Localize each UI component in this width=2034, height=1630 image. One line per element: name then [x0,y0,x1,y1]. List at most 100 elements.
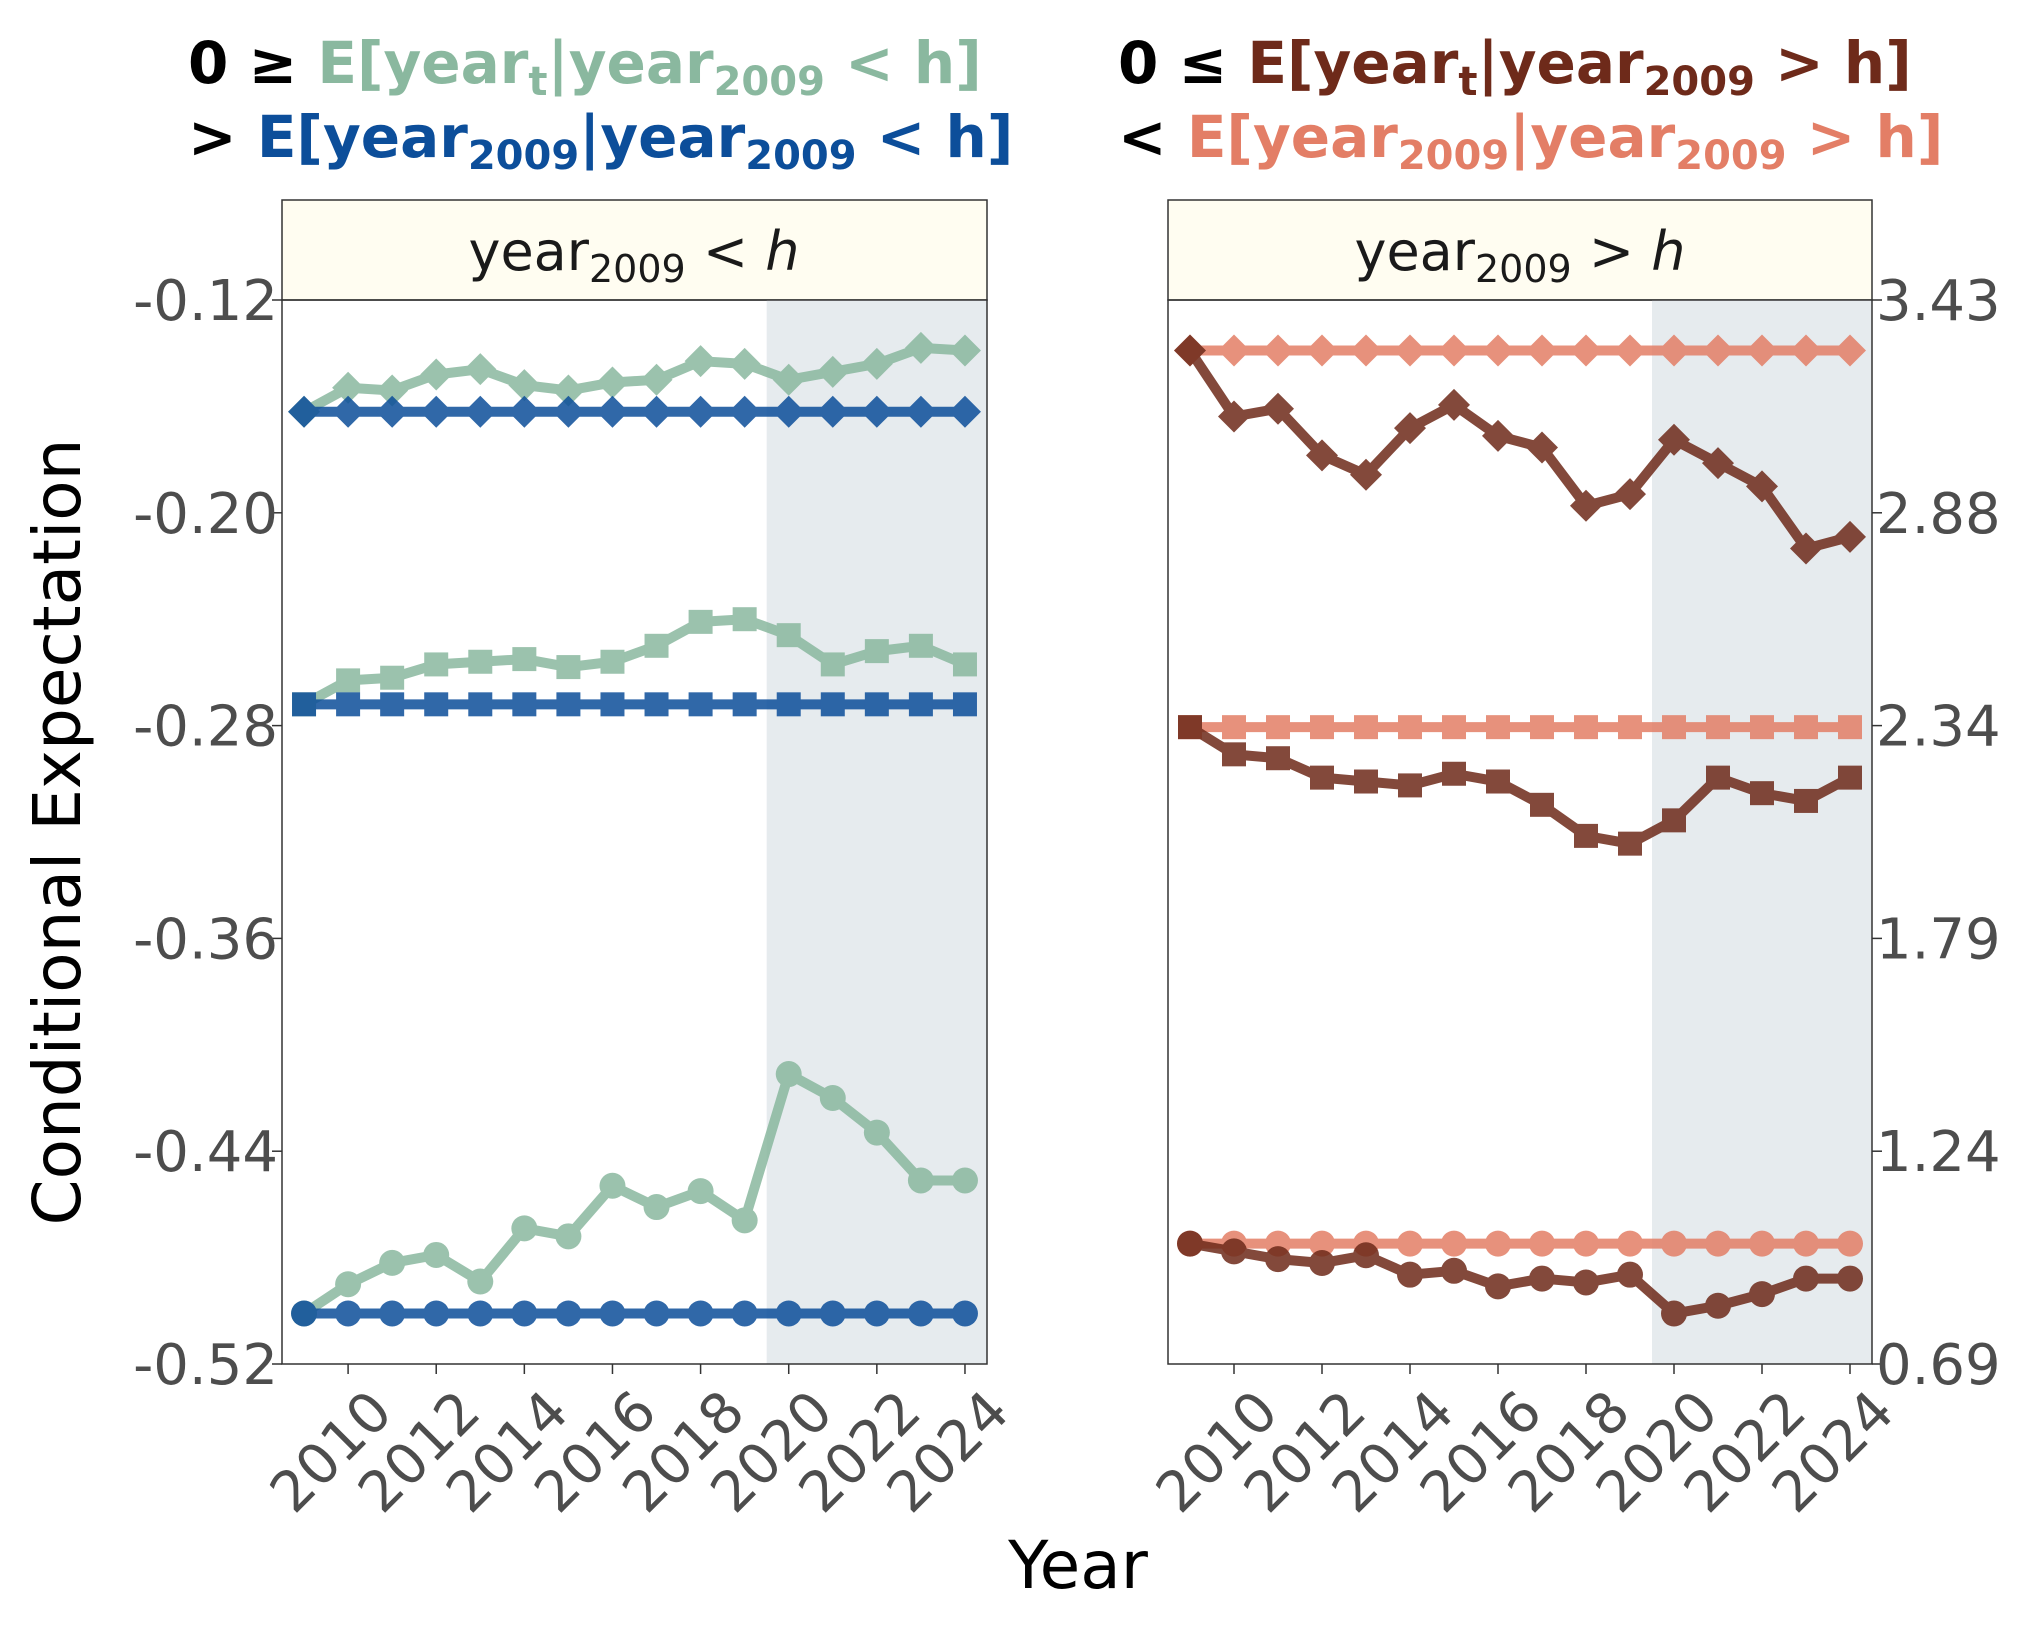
data-point [332,371,365,404]
data-point [1177,1230,1203,1257]
legend-op: ≥ [248,29,298,97]
data-point [1617,1230,1643,1257]
data-point [508,369,541,402]
data-point [1570,489,1602,522]
data-point [599,1172,626,1199]
legend-op: ≤ [1178,29,1228,97]
right-series-diamond-0 [1174,334,1866,367]
left-series-diamond-1 [288,395,981,428]
data-point [1837,1265,1863,1292]
data-point [1706,715,1730,740]
data-point [1482,334,1514,367]
data-point [640,395,673,428]
data-point [644,633,669,658]
data-point [464,353,497,386]
data-point [1354,715,1378,740]
series-line [1189,1238,1850,1319]
legend-left-line2: > E[year2009|year2009 < h] [188,108,1013,176]
y-tick-label: -0.20 [133,482,278,547]
data-point [1706,765,1730,790]
data-point [379,1249,406,1276]
data-point [1790,334,1822,367]
data-point [1350,458,1382,491]
data-point [1218,400,1250,433]
data-point [1614,478,1646,511]
data-point [1746,334,1778,367]
data-point [1749,1281,1775,1308]
data-point [732,607,757,632]
data-point [335,1271,362,1298]
right-strip-label: year2009 > h [1354,220,1685,291]
data-point [1441,1230,1467,1257]
data-point [860,347,893,380]
data-point [772,395,805,428]
data-point [1441,1257,1467,1284]
left-plot-border [281,299,988,1365]
y-tick-label: -0.44 [133,1120,278,1185]
data-point [1526,334,1558,367]
data-point [1174,334,1206,367]
data-point [1573,1269,1599,1296]
left-series-circle-5 [291,1300,978,1327]
data-point [1834,520,1866,553]
data-point [1794,788,1818,813]
legend-expr: E[yeart|year2009 < h] [317,29,982,105]
data-point [951,1300,978,1327]
right-series-circle-4 [1177,1230,1863,1257]
series-line [1187,722,1853,849]
data-point [820,652,845,677]
data-point [511,1300,538,1327]
data-point [732,692,757,717]
data-point [1658,423,1690,456]
left-panel: year2009 < h -0.12 -0.20 -0.28 -0.36 -0.44 -0… [133,199,1022,1526]
data-point [288,395,321,428]
left-shaded-region [766,300,987,1364]
right-series-square-3 [1178,715,1862,856]
data-point [1222,742,1246,767]
y-axis-label: Conditional Expectation [19,438,96,1225]
legend-op: < [1118,103,1167,171]
data-point [1442,761,1466,786]
data-point [1746,470,1778,503]
data-point [1306,439,1338,472]
data-point [1702,334,1734,367]
data-point [904,331,937,364]
data-point [420,395,453,428]
data-point [1350,334,1382,367]
left-series-square-2 [292,607,977,717]
data-point [1658,334,1690,367]
data-point [1618,715,1642,740]
data-point [1310,765,1334,790]
data-point [1486,715,1510,740]
data-point [1837,1230,1863,1257]
data-point [555,1300,582,1327]
y-tick-label: 1.24 [1876,1120,2001,1185]
data-point [1834,334,1866,367]
data-point [687,1178,714,1205]
y-tick-label: -0.12 [133,269,278,334]
right-panel: year2009 > h 3.432.882.341.791.240.69 20… [1144,199,2001,1526]
data-point [820,692,845,717]
data-point [424,652,449,677]
data-point [1438,388,1470,421]
data-point [467,1300,494,1327]
data-point [952,652,977,677]
data-point [512,692,537,717]
data-point [1750,715,1774,740]
data-point [640,363,673,396]
data-point [1178,715,1202,740]
data-point [1353,1242,1379,1269]
data-point [1266,746,1290,771]
data-point [1793,1265,1819,1292]
y-tick-label: -0.28 [133,695,278,760]
data-point [1265,1246,1291,1273]
data-point [643,1300,670,1327]
y-tick-label: 1.79 [1876,907,2001,972]
data-point [468,649,493,674]
legend-expr: E[yeart|year2009 > h] [1247,29,1912,105]
data-point [1482,419,1514,452]
data-point [1442,715,1466,740]
data-point [816,395,849,428]
data-point [948,334,981,367]
data-point [816,355,849,388]
